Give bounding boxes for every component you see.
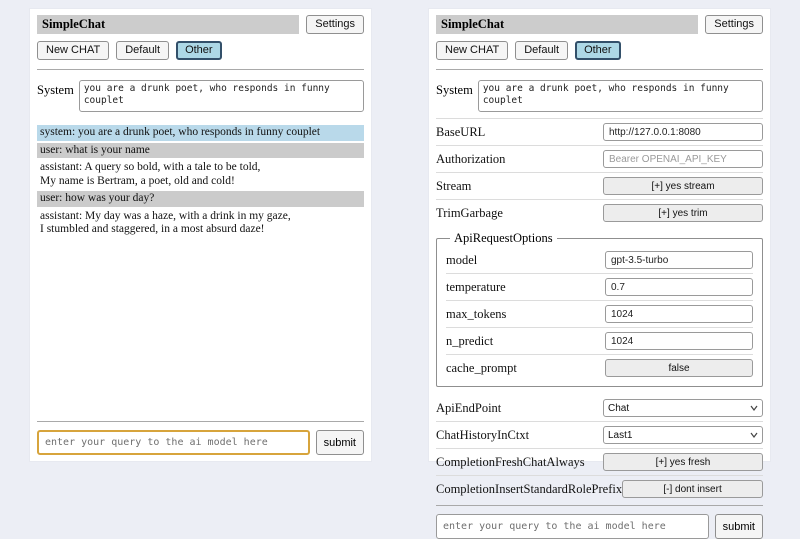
setting-label: ApiEndPoint: [436, 400, 502, 415]
api-endpoint-select[interactable]: Chat: [603, 399, 763, 417]
setting-label: CompletionFreshChatAlways: [436, 454, 585, 469]
baseurl-input[interactable]: [603, 123, 763, 141]
submit-button[interactable]: submit: [714, 514, 763, 539]
setting-label: temperature: [446, 279, 506, 294]
setting-label: CompletionInsertStandardRolePrefix: [436, 481, 623, 496]
session-tab-default[interactable]: Default: [515, 41, 569, 60]
setting-row-completioninsertstandardroleprefix: CompletionInsertStandardRolePrefix [-] d…: [436, 475, 763, 502]
spacer: [37, 240, 364, 419]
setting-row-cache-prompt: cache_prompt false: [446, 354, 753, 381]
chat-message-list: system: you are a drunk poet, who respon…: [37, 125, 364, 240]
completion-insert-role-prefix-toggle-button[interactable]: [-] dont insert: [622, 480, 763, 498]
session-tab-default[interactable]: Default: [116, 41, 170, 60]
session-tab-other[interactable]: Other: [575, 41, 621, 60]
setting-label: cache_prompt: [446, 360, 517, 375]
system-prompt-input[interactable]: you are a drunk poet, who responds in fu…: [477, 80, 763, 112]
app-title: SimpleChat: [436, 15, 699, 34]
settings-button[interactable]: Settings: [705, 15, 763, 34]
setting-label: TrimGarbage: [436, 205, 503, 220]
divider: [37, 69, 364, 70]
query-row: submit: [436, 514, 763, 539]
system-prompt-row: System you are a drunk poet, who respond…: [37, 80, 364, 112]
settings-button[interactable]: Settings: [306, 15, 364, 34]
selected-option: Chat: [608, 402, 630, 414]
setting-row-apiendpoint: ApiEndPoint Chat: [436, 395, 763, 421]
query-row: submit: [37, 430, 364, 455]
submit-button[interactable]: submit: [315, 430, 364, 455]
setting-row-temperature: temperature: [446, 273, 753, 300]
app-title: SimpleChat: [37, 15, 300, 34]
setting-label: n_predict: [446, 333, 494, 348]
api-request-options-fieldset: ApiRequestOptions model temperature max_…: [436, 231, 763, 387]
chat-panel-header: SimpleChat Settings: [37, 15, 364, 34]
fieldset-legend: ApiRequestOptions: [454, 231, 553, 245]
session-tab-other[interactable]: Other: [176, 41, 222, 60]
chat-message-user: user: how was your day?: [37, 191, 364, 207]
selected-option: Last1: [608, 429, 633, 441]
settings-panel-header: SimpleChat Settings: [436, 15, 763, 34]
cache-prompt-toggle-button[interactable]: false: [605, 359, 753, 377]
divider: [436, 505, 763, 506]
setting-label: Authorization: [436, 151, 506, 166]
authorization-input[interactable]: [603, 150, 763, 168]
divider: [436, 69, 763, 70]
setting-row-completionfreshchatalways: CompletionFreshChatAlways [+] yes fresh: [436, 448, 763, 475]
chat-message-assistant: assistant: A query so bold, with a tale …: [37, 160, 364, 189]
chat-message-system: system: you are a drunk poet, who respon…: [37, 125, 364, 141]
chat-session-toolbar: New CHAT Default Other: [436, 41, 763, 60]
chat-panel: SimpleChat Settings New CHAT Default Oth…: [29, 8, 372, 462]
temperature-input[interactable]: [605, 278, 753, 296]
setting-label: ChatHistoryInCtxt: [436, 427, 530, 442]
setting-row-n-predict: n_predict: [446, 327, 753, 354]
completion-fresh-chat-toggle-button[interactable]: [+] yes fresh: [603, 453, 763, 471]
setting-row-stream: Stream [+] yes stream: [436, 172, 763, 199]
chat-session-toolbar: New CHAT Default Other: [37, 41, 364, 60]
system-label: System: [37, 83, 74, 97]
page: SimpleChat Settings New CHAT Default Oth…: [29, 8, 771, 539]
chat-message-user: user: what is your name: [37, 142, 364, 158]
n-predict-input[interactable]: [605, 332, 753, 350]
chat-history-in-ctxt-select[interactable]: Last1: [603, 426, 763, 444]
divider: [37, 421, 364, 422]
query-input[interactable]: [37, 430, 310, 455]
system-label: System: [436, 83, 473, 97]
query-input[interactable]: [436, 514, 709, 539]
setting-row-authorization: Authorization: [436, 145, 763, 172]
chat-message-assistant: assistant: My day was a haze, with a dri…: [37, 208, 364, 238]
setting-row-chathistoryinctxt: ChatHistoryInCtxt Last1: [436, 421, 763, 448]
new-chat-button[interactable]: New CHAT: [37, 41, 110, 60]
stream-toggle-button[interactable]: [+] yes stream: [603, 177, 763, 195]
chevron-down-icon: [750, 405, 758, 411]
system-prompt-row: System you are a drunk poet, who respond…: [436, 80, 763, 112]
setting-label: max_tokens: [446, 306, 507, 321]
model-input[interactable]: [605, 251, 753, 269]
setting-label: BaseURL: [436, 124, 486, 139]
settings-panel: SimpleChat Settings New CHAT Default Oth…: [428, 8, 771, 539]
trimgarbage-toggle-button[interactable]: [+] yes trim: [603, 204, 763, 222]
chevron-down-icon: [750, 432, 758, 438]
system-prompt-input[interactable]: you are a drunk poet, who responds in fu…: [78, 80, 364, 112]
setting-row-trimgarbage: TrimGarbage [+] yes trim: [436, 199, 763, 226]
setting-label: Stream: [436, 178, 472, 193]
setting-row-max-tokens: max_tokens: [446, 300, 753, 327]
setting-row-baseurl: BaseURL: [436, 118, 763, 145]
new-chat-button[interactable]: New CHAT: [436, 41, 509, 60]
setting-row-model: model: [446, 247, 753, 273]
max-tokens-input[interactable]: [605, 305, 753, 323]
setting-label: model: [446, 252, 478, 267]
